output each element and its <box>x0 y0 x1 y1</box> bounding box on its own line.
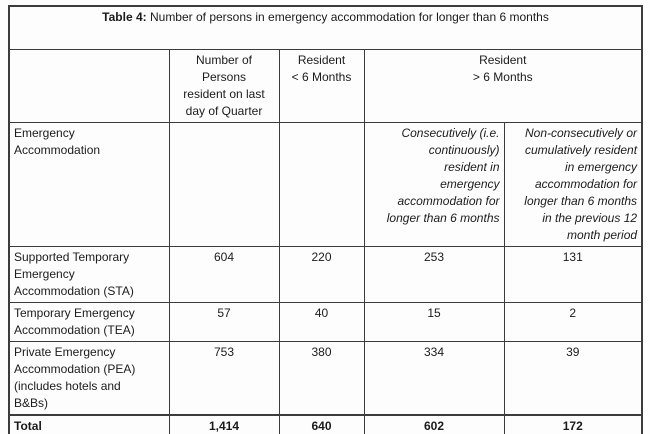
table-row-pea: Private Emergency Accommodation (PEA) (i… <box>8 340 643 415</box>
total-value-cell: 602 <box>363 413 505 434</box>
table-row-tea: Temporary Emergency Accommodation (TEA) … <box>8 301 643 342</box>
emergency-accommodation-table: Table 4: Number of persons in emergency … <box>8 5 644 434</box>
value-cell: 380 <box>278 340 365 415</box>
row-label-pea: Private Emergency Accommodation (PEA) (i… <box>8 340 170 415</box>
blank-cell <box>278 121 365 247</box>
header-resident-gt-6-months: Resident > 6 Months <box>363 48 643 123</box>
row-label-tea: Temporary Emergency Accommodation (TEA) <box>8 301 170 342</box>
value-cell: 15 <box>363 301 505 342</box>
blank-cell <box>168 121 280 247</box>
header-blank-cell <box>8 48 170 123</box>
table-title-prefix: Table 4: <box>102 10 147 24</box>
value-cell: 57 <box>168 301 280 342</box>
header-row-2: Emergency Accommodation Consecutively (i… <box>8 121 643 247</box>
value-cell: 220 <box>278 245 365 303</box>
subheader-non-consecutively-resident: Non-consecutively or cumulatively reside… <box>503 121 643 247</box>
value-cell: 253 <box>363 245 505 303</box>
table-row-total: Total 1,414 640 602 172 <box>8 413 643 434</box>
value-cell: 39 <box>503 340 643 415</box>
title-row: Table 4: Number of persons in emergency … <box>8 5 643 50</box>
table-row-sta: Supported Temporary Emergency Accommodat… <box>8 245 643 303</box>
value-cell: 131 <box>503 245 643 303</box>
table-title: Table 4: Number of persons in emergency … <box>8 5 643 50</box>
total-value-cell: 640 <box>278 413 365 434</box>
header-resident-lt-6-months: Resident < 6 Months <box>278 48 365 123</box>
header-row-1: Number of Persons resident on last day o… <box>8 48 643 123</box>
header-emergency-accommodation: Emergency Accommodation <box>8 121 170 247</box>
value-cell: 2 <box>503 301 643 342</box>
row-label-total: Total <box>8 413 170 434</box>
value-cell: 753 <box>168 340 280 415</box>
table-title-text: Number of persons in emergency accommoda… <box>146 10 549 24</box>
header-number-of-persons: Number of Persons resident on last day o… <box>168 48 280 123</box>
value-cell: 334 <box>363 340 505 415</box>
total-value-cell: 1,414 <box>168 413 280 434</box>
row-label-sta: Supported Temporary Emergency Accommodat… <box>8 245 170 303</box>
subheader-consecutively-resident: Consecutively (i.e. continuously) reside… <box>363 121 505 247</box>
total-value-cell: 172 <box>503 413 643 434</box>
value-cell: 604 <box>168 245 280 303</box>
value-cell: 40 <box>278 301 365 342</box>
